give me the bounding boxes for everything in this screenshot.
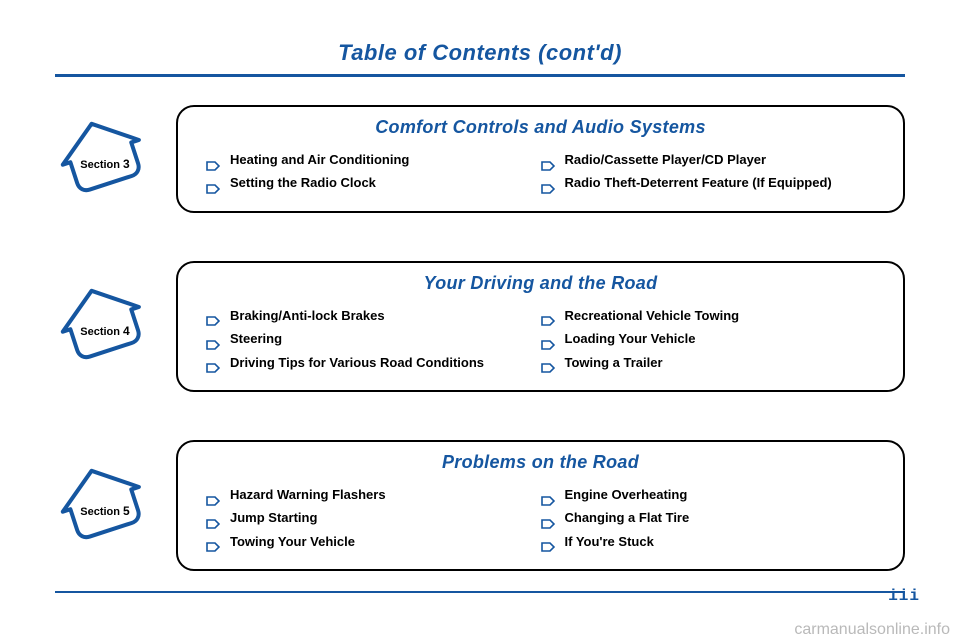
bullet-icon: [541, 513, 555, 523]
toc-item: Radio Theft-Deterrent Feature (If Equipp…: [541, 171, 876, 194]
badge-label: Section3: [80, 157, 129, 171]
bullet-icon: [206, 334, 220, 344]
section-title: Your Driving and the Road: [206, 273, 875, 294]
badge-label: Section5: [80, 503, 129, 517]
toc-item-text: Driving Tips for Various Road Conditions: [230, 351, 484, 374]
toc-columns: Hazard Warning Flashers Jump Starting To…: [206, 483, 875, 553]
bullet-icon: [206, 357, 220, 367]
toc-item-text: Recreational Vehicle Towing: [565, 304, 740, 327]
toc-item: Steering: [206, 327, 541, 350]
bullet-icon: [541, 155, 555, 165]
toc-item-text: Setting the Radio Clock: [230, 171, 376, 194]
toc-item-text: Braking/Anti-lock Brakes: [230, 304, 385, 327]
toc-column: Engine Overheating Changing a Flat Tire …: [541, 483, 876, 553]
page-title: Table of Contents (cont'd): [55, 40, 905, 66]
section-row: Section4 Your Driving and the Road Brakin…: [55, 261, 905, 392]
bullet-icon: [206, 310, 220, 320]
toc-item: Driving Tips for Various Road Conditions: [206, 351, 541, 374]
toc-item: Towing a Trailer: [541, 351, 876, 374]
bullet-icon: [206, 178, 220, 188]
toc-columns: Heating and Air Conditioning Setting the…: [206, 148, 875, 195]
toc-item-text: Engine Overheating: [565, 483, 688, 506]
toc-item-text: Loading Your Vehicle: [565, 327, 696, 350]
toc-item-text: Heating and Air Conditioning: [230, 148, 409, 171]
toc-item-text: If You're Stuck: [565, 530, 654, 553]
section-content-box: Your Driving and the Road Braking/Anti-l…: [176, 261, 905, 392]
toc-column: Heating and Air Conditioning Setting the…: [206, 148, 541, 195]
toc-item-text: Changing a Flat Tire: [565, 506, 690, 529]
section-row: Section5 Problems on the Road Hazard Warn…: [55, 440, 905, 571]
toc-item: Towing Your Vehicle: [206, 530, 541, 553]
toc-item: Loading Your Vehicle: [541, 327, 876, 350]
toc-item: Changing a Flat Tire: [541, 506, 876, 529]
section-badge: Section5: [55, 465, 151, 547]
section-content-box: Problems on the Road Hazard Warning Flas…: [176, 440, 905, 571]
bullet-icon: [206, 536, 220, 546]
toc-item: Jump Starting: [206, 506, 541, 529]
toc-item-text: Jump Starting: [230, 506, 317, 529]
footer-divider: [55, 591, 905, 593]
toc-item: Engine Overheating: [541, 483, 876, 506]
toc-item-text: Hazard Warning Flashers: [230, 483, 386, 506]
toc-item: If You're Stuck: [541, 530, 876, 553]
toc-item: Setting the Radio Clock: [206, 171, 541, 194]
toc-item: Radio/Cassette Player/CD Player: [541, 148, 876, 171]
toc-item-text: Steering: [230, 327, 282, 350]
toc-item: Hazard Warning Flashers: [206, 483, 541, 506]
bullet-icon: [541, 490, 555, 500]
section-title: Comfort Controls and Audio Systems: [206, 117, 875, 138]
toc-item: Heating and Air Conditioning: [206, 148, 541, 171]
toc-item-text: Radio/Cassette Player/CD Player: [565, 148, 767, 171]
toc-item: Recreational Vehicle Towing: [541, 304, 876, 327]
title-divider: [55, 74, 905, 77]
bullet-icon: [206, 490, 220, 500]
bullet-icon: [206, 155, 220, 165]
toc-column: Braking/Anti-lock Brakes Steering Drivin…: [206, 304, 541, 374]
toc-item: Braking/Anti-lock Brakes: [206, 304, 541, 327]
bullet-icon: [206, 513, 220, 523]
section-title: Problems on the Road: [206, 452, 875, 473]
bullet-icon: [541, 178, 555, 188]
section-row: Section3 Comfort Controls and Audio Syste…: [55, 105, 905, 213]
bullet-icon: [541, 310, 555, 320]
toc-item-text: Towing Your Vehicle: [230, 530, 355, 553]
watermark-text: carmanualsonline.info: [794, 621, 950, 639]
bullet-icon: [541, 357, 555, 367]
toc-column: Hazard Warning Flashers Jump Starting To…: [206, 483, 541, 553]
section-content-box: Comfort Controls and Audio Systems Heati…: [176, 105, 905, 213]
badge-label: Section4: [80, 324, 129, 338]
toc-item-text: Towing a Trailer: [565, 351, 663, 374]
section-badge: Section4: [55, 285, 151, 367]
page-number: iii: [888, 587, 920, 605]
toc-item-text: Radio Theft-Deterrent Feature (If Equipp…: [565, 171, 832, 194]
toc-columns: Braking/Anti-lock Brakes Steering Drivin…: [206, 304, 875, 374]
section-badge: Section3: [55, 118, 151, 200]
toc-column: Radio/Cassette Player/CD Player Radio Th…: [541, 148, 876, 195]
bullet-icon: [541, 334, 555, 344]
bullet-icon: [541, 536, 555, 546]
toc-column: Recreational Vehicle Towing Loading Your…: [541, 304, 876, 374]
